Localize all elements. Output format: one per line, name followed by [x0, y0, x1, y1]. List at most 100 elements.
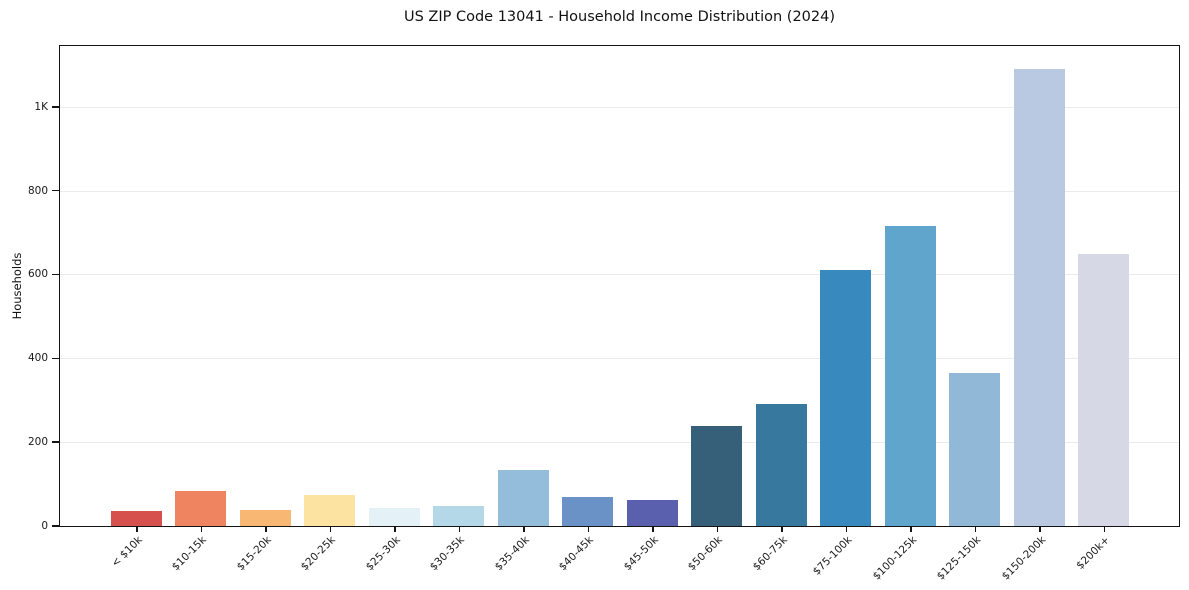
y-axis-label: Households [10, 252, 24, 320]
x-tick-mark [329, 526, 332, 532]
y-tick-mark-200 [51, 441, 59, 443]
bar-$100-125k [884, 226, 936, 526]
y-tick-mark-0 [51, 525, 59, 527]
bar-$10-15k [175, 490, 227, 526]
x-cell: $40-45k [556, 526, 621, 588]
x-cell: $125-150k [935, 526, 1008, 588]
bar-$45-50k [626, 500, 678, 526]
bar-slot [1072, 46, 1137, 526]
x-tick-mark [845, 526, 848, 532]
bar-slot [943, 46, 1008, 526]
bar-slot [427, 46, 492, 526]
bar-$60-75k [755, 404, 807, 526]
x-cell: $35-40k [491, 526, 556, 588]
x-tick-mark [652, 526, 654, 532]
x-cell: $100-125k [870, 526, 943, 588]
x-tick-label-$60-75k: $60-75k [750, 534, 790, 574]
bar-slot [878, 46, 943, 526]
bar-slot [169, 46, 234, 526]
x-tick-label-$10-15k: $10-15k [170, 534, 210, 574]
plot-area: 0 200 400 600 800 1K < $10k $10-15k $15-20k $20-… [28, 45, 1180, 583]
bar-$200k+ [1078, 254, 1130, 526]
x-tick-mark [716, 526, 719, 532]
x-tick-label-$20-25k: $20-25k [299, 534, 339, 574]
y-tick-label-1K: 1K [34, 100, 48, 113]
x-tick-mark [394, 526, 396, 532]
bar-slot [685, 46, 750, 526]
bar-slot [749, 46, 814, 526]
y-tick-label-200: 200 [27, 436, 48, 449]
x-cell: $30-35k [427, 526, 492, 588]
x-tick-mark [136, 526, 138, 532]
x-cell: $60-75k [749, 526, 814, 588]
bar-$30-35k [433, 506, 485, 526]
y-tick-mark-1K [51, 106, 59, 108]
x-cell: $50-60k [685, 526, 750, 588]
x-tick-label-< $10k: < $10k [109, 534, 145, 570]
gridline-600 [60, 274, 1179, 276]
x-tick-mark [265, 526, 267, 532]
bar-$75-100k [820, 270, 872, 526]
bar-slot [556, 46, 621, 526]
x-cell: $10-15k [169, 526, 234, 588]
x-tick-mark [910, 526, 912, 532]
x-cell: $200k+ [1072, 526, 1137, 588]
x-tick-label-$15-20k: $15-20k [234, 534, 274, 574]
x-cell: $75-100k [810, 526, 879, 588]
bars-row [104, 46, 1136, 526]
x-cell: $150-200k [999, 526, 1072, 588]
x-tick-mark [523, 526, 525, 532]
bar-slot [233, 46, 298, 526]
x-tick-mark [587, 526, 590, 532]
x-tick-label-$125-150k: $125-150k [934, 534, 984, 583]
x-axis: < $10k $10-15k $15-20k $20-25k $25-30k $30-35… [104, 526, 1136, 588]
x-cell: $20-25k [298, 526, 363, 588]
bar-$15-20k [239, 510, 291, 526]
y-tick-label-400: 400 [27, 352, 48, 365]
bar-slot [814, 46, 879, 526]
y-tick-mark-400 [51, 357, 59, 360]
bar-$40-45k [562, 496, 614, 526]
y-tick-mark-800 [51, 189, 59, 192]
x-cell: $15-20k [233, 526, 298, 588]
x-tick-label-$35-40k: $35-40k [492, 534, 532, 574]
bar-slot [298, 46, 363, 526]
x-tick-label-$150-200k: $150-200k [999, 534, 1048, 583]
bar-$125-150k [949, 372, 1001, 526]
x-tick-label-$50-60k: $50-60k [686, 534, 726, 574]
chart-title: US ZIP Code 13041 - Household Income Dis… [403, 9, 836, 25]
x-cell: $25-30k [362, 526, 427, 588]
x-cell: < $10k [104, 526, 169, 588]
bar-slot [104, 46, 169, 526]
x-tick-label-$25-30k: $25-30k [363, 534, 403, 574]
bar-$25-30k [368, 507, 420, 526]
x-cell: $45-50k [620, 526, 685, 588]
gridline-800 [60, 190, 1179, 192]
bar-$20-25k [304, 494, 356, 526]
y-tick-label-600: 600 [27, 268, 48, 281]
bar-$50-60k [691, 425, 743, 526]
x-tick-mark [1103, 526, 1106, 532]
x-tick-mark [1039, 526, 1041, 532]
x-tick-mark [200, 526, 203, 532]
bar-slot [362, 46, 427, 526]
x-tick-label-$30-35k: $30-35k [428, 534, 468, 574]
x-tick-mark [974, 526, 977, 532]
x-tick-label-$200k+: $200k+ [1074, 534, 1113, 572]
y-tick-mark-600 [51, 273, 59, 276]
bar-$35-40k [497, 469, 549, 526]
x-tick-mark [781, 526, 783, 532]
y-tick-label-800: 800 [27, 184, 48, 197]
x-tick-label-$100-125k: $100-125k [870, 534, 919, 583]
gridline-400 [60, 358, 1179, 360]
bar-< $10k [110, 510, 162, 526]
y-tick-label-0: 0 [41, 520, 48, 532]
bar-slot [1007, 46, 1072, 526]
bar-slot [491, 46, 556, 526]
bar-$150-200k [1013, 69, 1065, 526]
bar-slot [620, 46, 685, 526]
x-tick-label-$45-50k: $45-50k [621, 534, 661, 574]
x-tick-mark [458, 526, 461, 532]
x-tick-label-$75-100k: $75-100k [810, 534, 855, 578]
